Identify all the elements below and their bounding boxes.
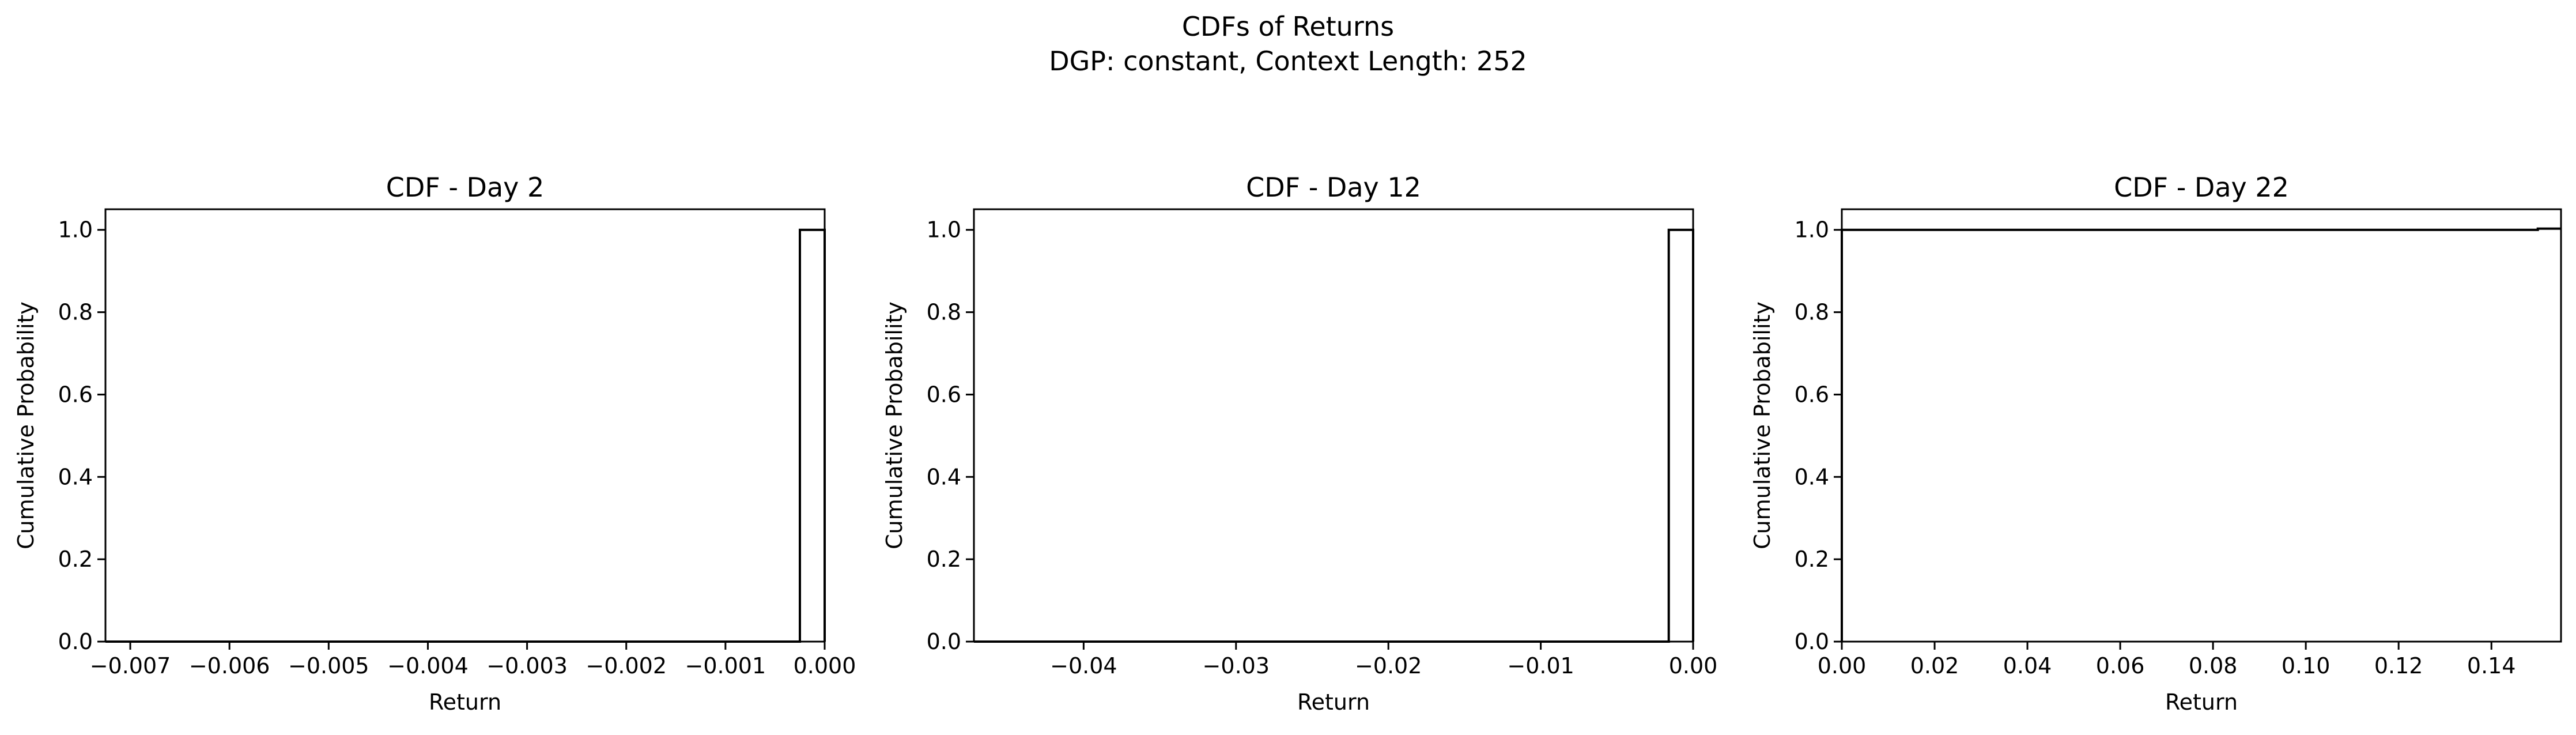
x-tick-label: −0.02	[1355, 653, 1422, 679]
y-tick-label: 0.6	[1795, 382, 1829, 407]
x-tick-label: 0.04	[2003, 653, 2052, 679]
subplot-title: CDF - Day 2	[386, 172, 545, 203]
axes-frame	[973, 208, 1694, 643]
y-tick-label: 0.6	[58, 382, 93, 407]
y-tick-label: 1.0	[58, 217, 93, 243]
axes-frame	[104, 208, 826, 643]
y-tick-label: 0.6	[927, 382, 961, 407]
x-tick-label: 0.000	[794, 653, 856, 679]
figure-title-line1: CDFs of Returns	[1182, 11, 1394, 42]
y-axis-label: Cumulative Probability	[1750, 301, 1775, 549]
y-axis-label: Cumulative Probability	[13, 301, 39, 549]
x-tick-label: 0.10	[2282, 653, 2331, 679]
x-tick-label: 0.06	[2096, 653, 2145, 679]
y-tick-label: 1.0	[927, 217, 961, 243]
x-tick-label: 0.08	[2189, 653, 2238, 679]
x-axis-label: Return	[2165, 689, 2238, 715]
x-tick-label: −0.001	[685, 653, 766, 679]
y-tick-label: 0.0	[1795, 629, 1829, 654]
x-tick-label: −0.04	[1050, 653, 1117, 679]
axes-frame	[1841, 208, 2562, 643]
y-tick-label: 0.8	[1795, 300, 1829, 325]
y-tick-label: 0.8	[58, 300, 93, 325]
y-tick-label: 0.4	[1795, 464, 1829, 489]
x-axis-label: Return	[1297, 689, 1370, 715]
y-tick-label: 0.2	[1795, 546, 1829, 572]
y-tick-label: 0.0	[58, 629, 93, 654]
subplot-title: CDF - Day 12	[1246, 172, 1421, 203]
y-axis-label: Cumulative Probability	[882, 301, 907, 549]
x-tick-label: −0.003	[486, 653, 568, 679]
x-axis-label: Return	[429, 689, 501, 715]
y-tick-label: 0.8	[927, 300, 961, 325]
y-tick-label: 1.0	[1795, 217, 1829, 243]
x-tick-label: 0.02	[1910, 653, 1959, 679]
x-tick-label: −0.007	[90, 653, 171, 679]
x-tick-label: −0.002	[586, 653, 667, 679]
y-tick-label: 0.0	[927, 629, 961, 654]
x-tick-label: 0.12	[2374, 653, 2423, 679]
subplot-2: −0.04 −0.03 −0.02 −0.01 0.00 0.0 0.2 0.4 0.6 0.8 1…	[882, 172, 1717, 715]
y-tick-label: 0.4	[927, 464, 961, 489]
y-tick-label: 0.2	[58, 546, 93, 572]
subplot-panels: −0.007 −0.006 −0.005 −0.004 −0.003 −0.002 −0.0…	[13, 172, 2562, 715]
x-tick-label: 0.00	[1669, 653, 1718, 679]
x-tick-label: −0.03	[1203, 653, 1270, 679]
x-tick-label: −0.006	[189, 653, 270, 679]
subplot-title: CDF - Day 22	[2114, 172, 2289, 203]
x-tick-label: −0.005	[288, 653, 369, 679]
subplot-3: 0.00 0.02 0.04 0.06 0.08 0.10 0.12 0.14 0.0 0.2 0.…	[1750, 172, 2562, 715]
x-tick-label: −0.004	[387, 653, 469, 679]
x-tick-label: 0.00	[1818, 653, 1867, 679]
x-tick-label: 0.14	[2467, 653, 2516, 679]
figure-title-line2: DGP: constant, Context Length: 252	[1049, 46, 1527, 77]
y-tick-label: 0.2	[927, 546, 961, 572]
x-tick-label: −0.01	[1507, 653, 1574, 679]
y-tick-label: 0.4	[58, 464, 93, 489]
subplot-1: −0.007 −0.006 −0.005 −0.004 −0.003 −0.002 −0.0…	[13, 172, 856, 715]
